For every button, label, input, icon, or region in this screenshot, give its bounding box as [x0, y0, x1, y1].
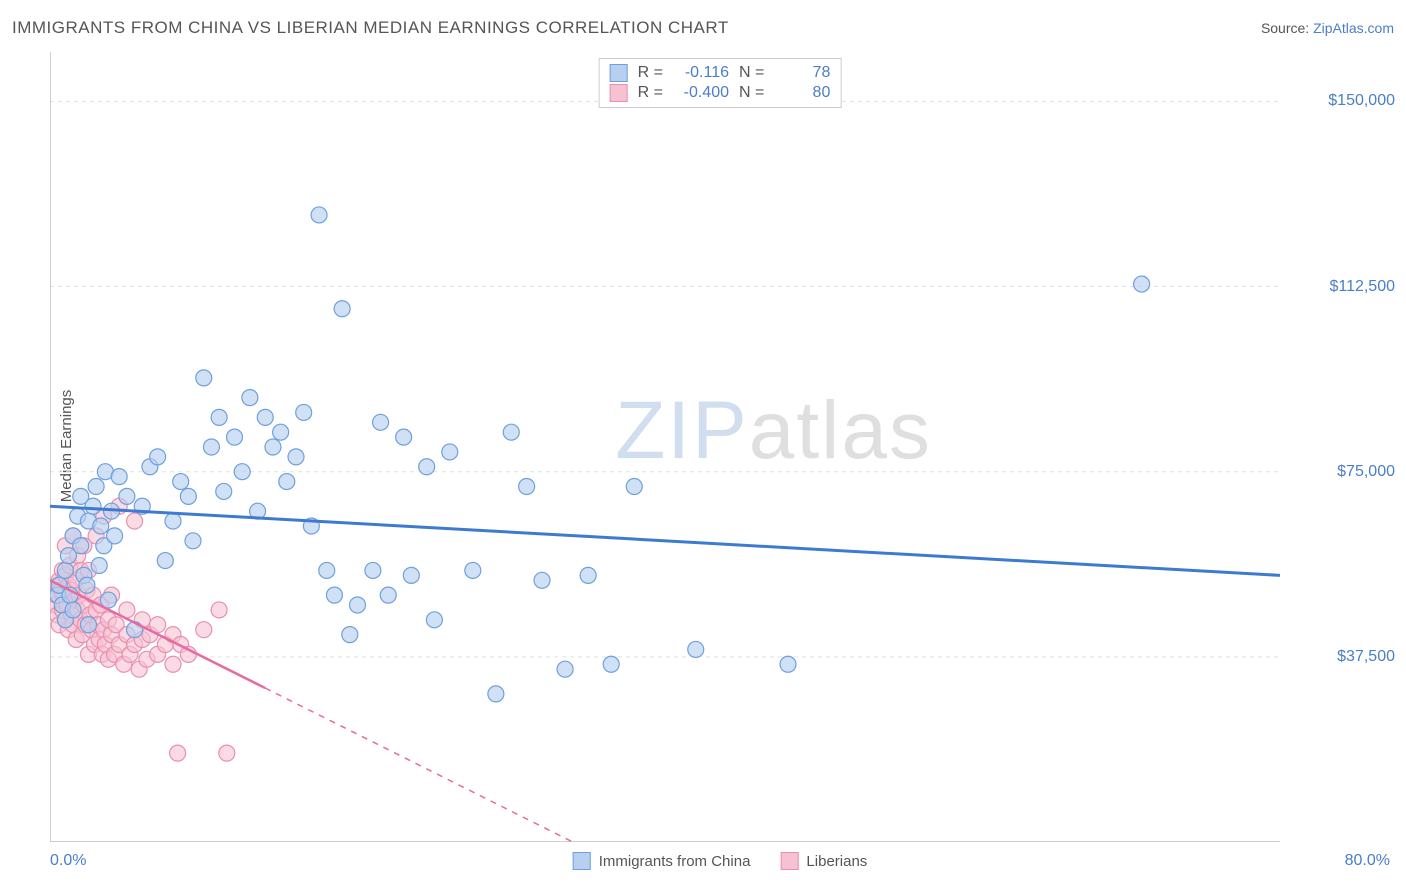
y-tick-label: $75,000: [1337, 463, 1395, 481]
r-value: -0.116: [673, 64, 729, 82]
series-legend: Immigrants from China Liberians: [573, 852, 868, 870]
source-link[interactable]: ZipAtlas.com: [1313, 20, 1394, 36]
r-label: R =: [638, 64, 663, 82]
r-label: R =: [638, 84, 663, 102]
source-label: Source:: [1261, 20, 1313, 36]
correlation-legend-row: R = -0.116 N = 78: [610, 63, 831, 83]
swatch-icon: [573, 852, 591, 870]
legend-item: Immigrants from China: [573, 852, 751, 870]
n-label: N =: [739, 84, 764, 102]
swatch-icon: [780, 852, 798, 870]
r-value: -0.400: [673, 84, 729, 102]
n-value: 80: [774, 84, 830, 102]
legend-label: Immigrants from China: [599, 853, 751, 870]
legend-label: Liberians: [806, 853, 867, 870]
y-tick-label: $150,000: [1328, 92, 1395, 110]
swatch-icon: [610, 84, 628, 102]
correlation-legend: R = -0.116 N = 78 R = -0.400 N = 80: [599, 58, 842, 108]
y-tick-label: $112,500: [1329, 278, 1395, 296]
y-tick-label: $37,500: [1337, 648, 1395, 666]
swatch-icon: [610, 64, 628, 82]
source: Source: ZipAtlas.com: [1261, 20, 1394, 36]
n-value: 78: [774, 64, 830, 82]
x-tick-min: 0.0%: [50, 852, 86, 870]
correlation-legend-row: R = -0.400 N = 80: [610, 83, 831, 103]
x-tick-max: 80.0%: [1345, 852, 1390, 870]
chart-area: ZIPatlas R = -0.116 N = 78 R = -0.400 N …: [50, 52, 1390, 842]
scatter-chart: [50, 52, 1390, 842]
legend-item: Liberians: [780, 852, 867, 870]
header: IMMIGRANTS FROM CHINA VS LIBERIAN MEDIAN…: [12, 18, 1394, 38]
n-label: N =: [739, 64, 764, 82]
chart-title: IMMIGRANTS FROM CHINA VS LIBERIAN MEDIAN…: [12, 18, 729, 38]
